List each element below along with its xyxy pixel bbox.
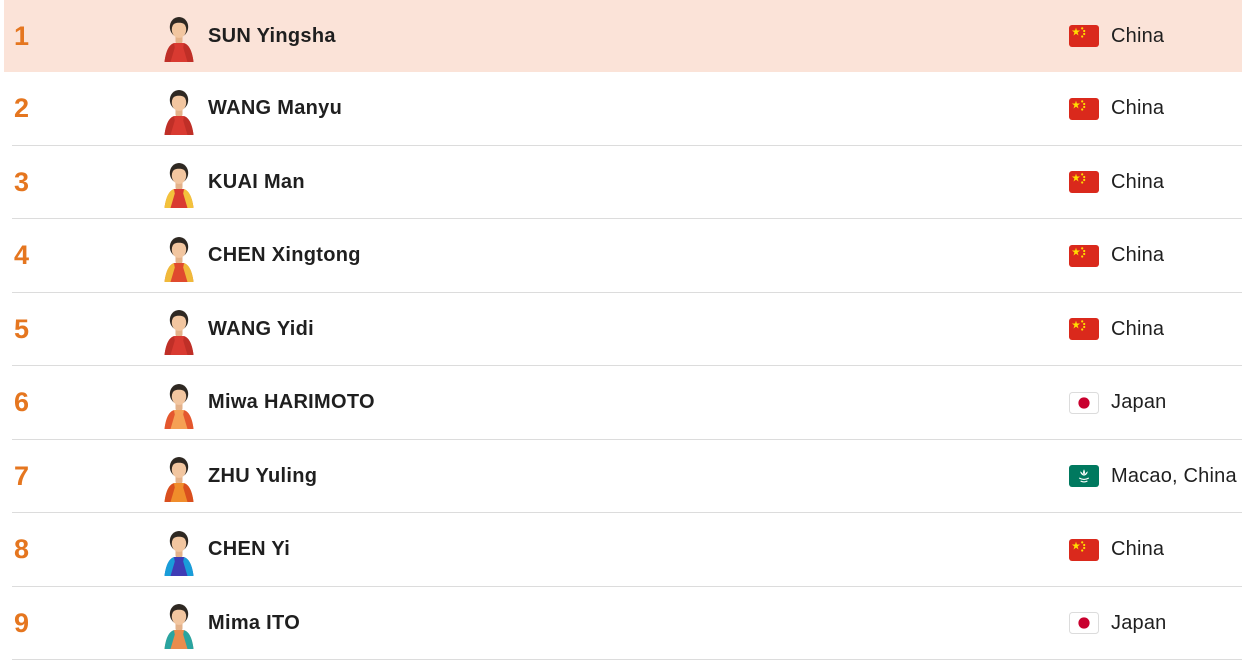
country-name: Japan [1111, 391, 1167, 414]
player-name: CHEN Xingtong [208, 244, 361, 267]
player-portrait-icon [164, 530, 194, 576]
country-cell: China [1069, 171, 1242, 194]
player-portrait-icon [164, 89, 194, 135]
rank-number: 9 [14, 607, 30, 638]
player-avatar [161, 530, 197, 576]
player-avatar [161, 89, 197, 135]
player-name: WANG Yidi [208, 317, 315, 340]
player-name: SUN Yingsha [208, 24, 336, 47]
ranking-row[interactable]: 8 CHEN Yi [0, 513, 1242, 587]
country-flag-icon [1069, 391, 1099, 414]
country-cell: Japan [1069, 612, 1242, 635]
country-flag-icon [1069, 25, 1099, 47]
player-avatar [161, 309, 197, 356]
ranking-row[interactable]: 4 CHEN Xingtong [0, 219, 1242, 293]
country-cell: Macao, China [1069, 465, 1242, 488]
country-cell: Japan [1069, 391, 1242, 414]
ranking-row[interactable]: 5 WANG Yidi [0, 292, 1242, 366]
player-name: ZHU Yuling [208, 464, 318, 487]
country-name: China [1111, 317, 1165, 340]
rank-number: 2 [14, 93, 30, 124]
player-portrait-icon [164, 310, 194, 356]
player-name: KUAI Man [208, 170, 305, 193]
country-name: China [1111, 244, 1165, 267]
country-flag-icon [1069, 171, 1099, 194]
rank-number: 5 [14, 313, 30, 344]
player-name: WANG Manyu [208, 97, 343, 120]
player-portrait-icon [164, 236, 194, 282]
country-flag-icon [1069, 97, 1099, 120]
rank-number: 3 [14, 166, 30, 197]
rank-number: 4 [14, 240, 30, 271]
country-name: China [1111, 24, 1165, 47]
rank-number: 8 [14, 534, 30, 565]
player-avatar [161, 456, 197, 503]
player-portrait-icon [164, 604, 194, 650]
ranking-row[interactable]: 1 SUN Yingsha [0, 0, 1242, 72]
country-name: China [1111, 97, 1165, 120]
ranking-row[interactable]: 2 WANG Manyu [0, 72, 1242, 146]
player-name: Mima ITO [208, 611, 301, 634]
ranking-row[interactable]: 6 Miwa HARIMOTO Japan [0, 366, 1242, 440]
rank-number: 6 [14, 387, 30, 418]
player-avatar [161, 383, 197, 429]
country-flag-icon [1069, 612, 1099, 635]
rank-number: 7 [14, 460, 30, 491]
ranking-row[interactable]: 7 ZHU Yuling [0, 439, 1242, 513]
country-flag-icon [1069, 538, 1099, 561]
country-cell: China [1069, 97, 1242, 120]
ranking-row[interactable]: 3 KUAI Man [0, 145, 1242, 219]
player-avatar [161, 16, 197, 62]
country-flag-icon [1069, 318, 1099, 341]
ranking-row[interactable]: 9 Mima ITO Japan [0, 586, 1242, 660]
country-cell: China [1069, 244, 1242, 267]
player-portrait-icon [164, 457, 194, 503]
player-avatar [161, 236, 197, 282]
player-name: CHEN Yi [208, 538, 291, 561]
country-cell: China [1069, 538, 1242, 561]
country-flag-icon [1069, 465, 1099, 488]
player-name: Miwa HARIMOTO [208, 391, 375, 414]
country-cell: China [1069, 25, 1242, 48]
player-portrait-icon [164, 163, 194, 209]
rank-number: 1 [14, 20, 30, 51]
player-avatar [161, 603, 197, 650]
country-name: China [1111, 538, 1165, 561]
country-name: Macao, China [1111, 464, 1237, 487]
country-name: China [1111, 170, 1165, 193]
player-portrait-icon [164, 383, 194, 429]
player-avatar [161, 162, 197, 209]
player-portrait-icon [164, 17, 194, 62]
country-name: Japan [1111, 611, 1167, 634]
country-cell: China [1069, 318, 1242, 341]
country-flag-icon [1069, 244, 1099, 267]
